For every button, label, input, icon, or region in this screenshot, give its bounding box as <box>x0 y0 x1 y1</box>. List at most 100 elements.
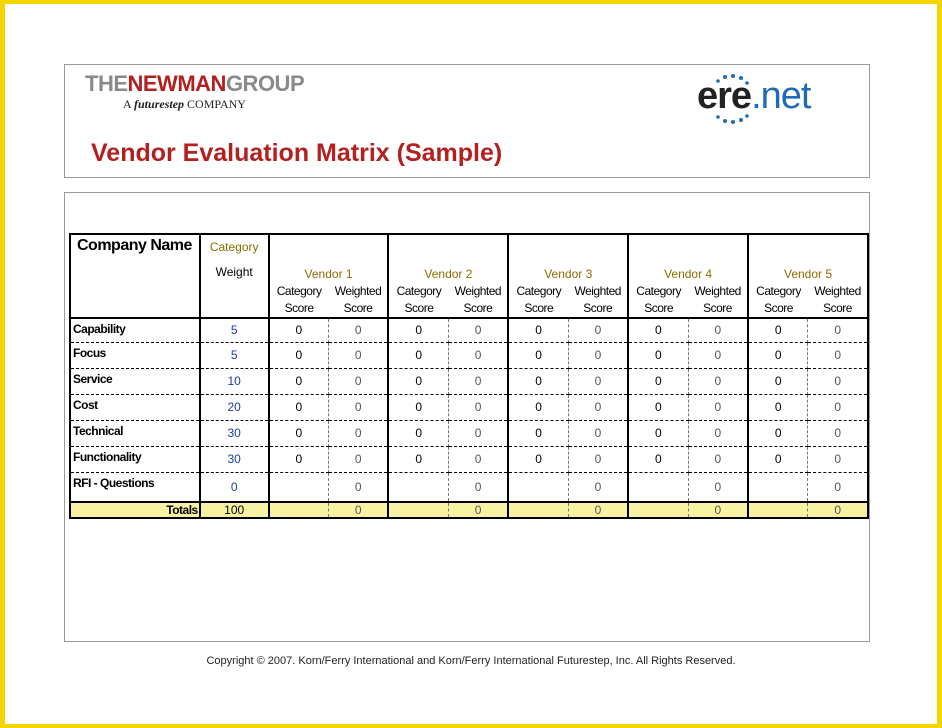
score-cell[interactable]: 0 <box>448 342 509 369</box>
score-cell[interactable]: 0 <box>627 394 689 421</box>
score-cell[interactable]: 0 <box>267 342 330 369</box>
row-label: Cost <box>69 394 201 421</box>
table-row: Functionality 30 0 0 0 0 0 0 0 0 0 0 <box>69 446 870 473</box>
score-cell[interactable]: 0 <box>568 318 629 343</box>
score-cell[interactable]: 0 <box>387 342 449 369</box>
score-cell[interactable]: 0 <box>448 472 509 503</box>
score-cell[interactable]: 0 <box>328 420 389 447</box>
score-cell[interactable]: 0 <box>807 446 870 473</box>
score-cell[interactable]: 0 <box>387 420 449 447</box>
score-cell[interactable]: 0 <box>688 420 749 447</box>
weight-cell[interactable]: 30 <box>199 446 269 473</box>
score-cell[interactable] <box>387 472 449 503</box>
score-cell[interactable]: 0 <box>507 368 569 395</box>
score-cell[interactable] <box>507 472 569 503</box>
score-cell[interactable]: 0 <box>568 472 629 503</box>
score-cell[interactable]: 0 <box>328 342 389 369</box>
score-cell[interactable]: 0 <box>568 420 629 447</box>
score-cell[interactable]: 0 <box>747 420 809 447</box>
totals-row: Totals 100 0 0 0 0 0 <box>69 501 870 519</box>
document-title: Vendor Evaluation Matrix (Sample) <box>91 139 503 167</box>
weight-cell[interactable]: 30 <box>199 420 269 447</box>
weight-cell[interactable]: 0 <box>199 472 269 503</box>
score-cell[interactable]: 0 <box>448 446 509 473</box>
score-cell[interactable]: 0 <box>328 446 389 473</box>
table-row: Technical 30 0 0 0 0 0 0 0 0 0 0 <box>69 420 870 447</box>
totals-cell <box>387 501 449 519</box>
score-cell[interactable]: 0 <box>568 368 629 395</box>
score-cell[interactable]: 0 <box>807 394 870 421</box>
score-cell[interactable]: 0 <box>507 394 569 421</box>
score-cell[interactable]: 0 <box>807 472 870 503</box>
score-cell[interactable]: 0 <box>688 472 749 503</box>
table-row: Cost 20 0 0 0 0 0 0 0 0 0 0 <box>69 394 870 421</box>
header-box: THENEWMANGROUP A futurestep COMPANY ere.… <box>64 64 870 178</box>
score-cell[interactable]: 0 <box>747 446 809 473</box>
score-cell[interactable]: 0 <box>387 446 449 473</box>
score-cell[interactable]: 0 <box>448 318 509 343</box>
score-cell[interactable]: 0 <box>267 318 330 343</box>
score-cell[interactable]: 0 <box>328 472 389 503</box>
score-cell[interactable]: 0 <box>688 446 749 473</box>
score-cell[interactable]: 0 <box>387 318 449 343</box>
score-cell[interactable]: 0 <box>267 368 330 395</box>
score-cell[interactable]: 0 <box>747 318 809 343</box>
score-cell[interactable] <box>747 472 809 503</box>
score-cell[interactable]: 0 <box>807 342 870 369</box>
score-cell[interactable]: 0 <box>627 446 689 473</box>
score-cell[interactable] <box>267 472 330 503</box>
totals-cell <box>267 501 330 519</box>
score-cell[interactable]: 0 <box>627 318 689 343</box>
score-cell[interactable]: 0 <box>328 318 389 343</box>
vendor-header: Vendor 3 Category Score Weighted Score <box>507 233 629 319</box>
score-cell[interactable]: 0 <box>688 368 749 395</box>
score-cell[interactable]: 0 <box>568 446 629 473</box>
totals-weight: 100 <box>199 501 269 519</box>
score-cell[interactable]: 0 <box>747 368 809 395</box>
score-cell[interactable]: 0 <box>507 446 569 473</box>
row-label: Capability <box>69 318 201 343</box>
score-cell[interactable]: 0 <box>387 394 449 421</box>
totals-cell: 0 <box>328 501 389 519</box>
score-cell[interactable]: 0 <box>267 394 330 421</box>
row-label: RFI - Questions <box>69 472 201 503</box>
vendor-header: Vendor 2 Category Score Weighted Score <box>387 233 509 319</box>
weight-cell[interactable]: 10 <box>199 368 269 395</box>
score-cell[interactable]: 0 <box>387 368 449 395</box>
score-cell[interactable]: 0 <box>568 342 629 369</box>
weight-cell[interactable]: 20 <box>199 394 269 421</box>
score-cell[interactable]: 0 <box>448 394 509 421</box>
totals-cell: 0 <box>568 501 629 519</box>
score-cell[interactable]: 0 <box>627 342 689 369</box>
score-cell[interactable]: 0 <box>507 342 569 369</box>
score-cell[interactable]: 0 <box>807 318 870 343</box>
score-cell[interactable]: 0 <box>627 420 689 447</box>
score-cell[interactable]: 0 <box>807 420 870 447</box>
score-cell[interactable]: 0 <box>747 342 809 369</box>
weight-cell[interactable]: 5 <box>199 342 269 369</box>
score-cell[interactable]: 0 <box>328 394 389 421</box>
score-cell[interactable]: 0 <box>328 368 389 395</box>
totals-cell: 0 <box>688 501 749 519</box>
score-cell[interactable]: 0 <box>507 420 569 447</box>
score-cell[interactable]: 0 <box>688 318 749 343</box>
score-cell[interactable]: 0 <box>747 394 809 421</box>
vendor-header: Vendor 4 Category Score Weighted Score <box>627 233 749 319</box>
table-row: Focus 5 0 0 0 0 0 0 0 0 0 0 <box>69 342 870 369</box>
score-cell[interactable]: 0 <box>627 368 689 395</box>
weight-cell[interactable]: 5 <box>199 318 269 343</box>
score-cell[interactable]: 0 <box>568 394 629 421</box>
score-cell[interactable]: 0 <box>448 368 509 395</box>
score-cell[interactable]: 0 <box>267 420 330 447</box>
totals-cell <box>627 501 689 519</box>
score-cell[interactable]: 0 <box>688 394 749 421</box>
totals-cell <box>507 501 569 519</box>
score-cell[interactable]: 0 <box>688 342 749 369</box>
score-cell[interactable]: 0 <box>507 318 569 343</box>
score-cell[interactable] <box>627 472 689 503</box>
score-cell[interactable]: 0 <box>267 446 330 473</box>
newman-group-logo: THENEWMANGROUP <box>85 71 305 96</box>
score-cell[interactable]: 0 <box>448 420 509 447</box>
score-cell[interactable]: 0 <box>807 368 870 395</box>
table-row: RFI - Questions 0 0 0 0 0 0 <box>69 472 870 503</box>
